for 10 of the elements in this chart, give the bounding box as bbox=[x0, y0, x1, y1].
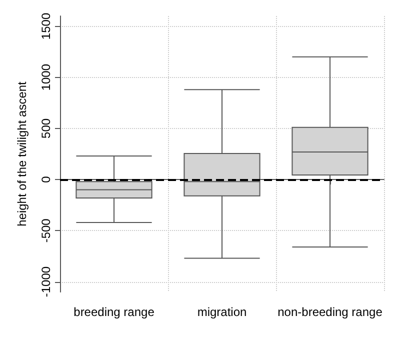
x-tick-label: migration bbox=[197, 305, 247, 319]
x-tick-label: non-breeding range bbox=[278, 305, 383, 319]
y-axis-title: height of the twilight ascent bbox=[15, 80, 29, 226]
y-tick-label: -1000 bbox=[39, 266, 53, 298]
y-tick-label: 0 bbox=[39, 176, 53, 183]
x-tick-label: breeding range bbox=[74, 305, 155, 319]
y-tick-label: 500 bbox=[39, 118, 53, 138]
y-tick-label: 1000 bbox=[39, 64, 53, 91]
y-tick-label: 1500 bbox=[39, 12, 53, 40]
y-tick-label: -500 bbox=[39, 218, 53, 243]
